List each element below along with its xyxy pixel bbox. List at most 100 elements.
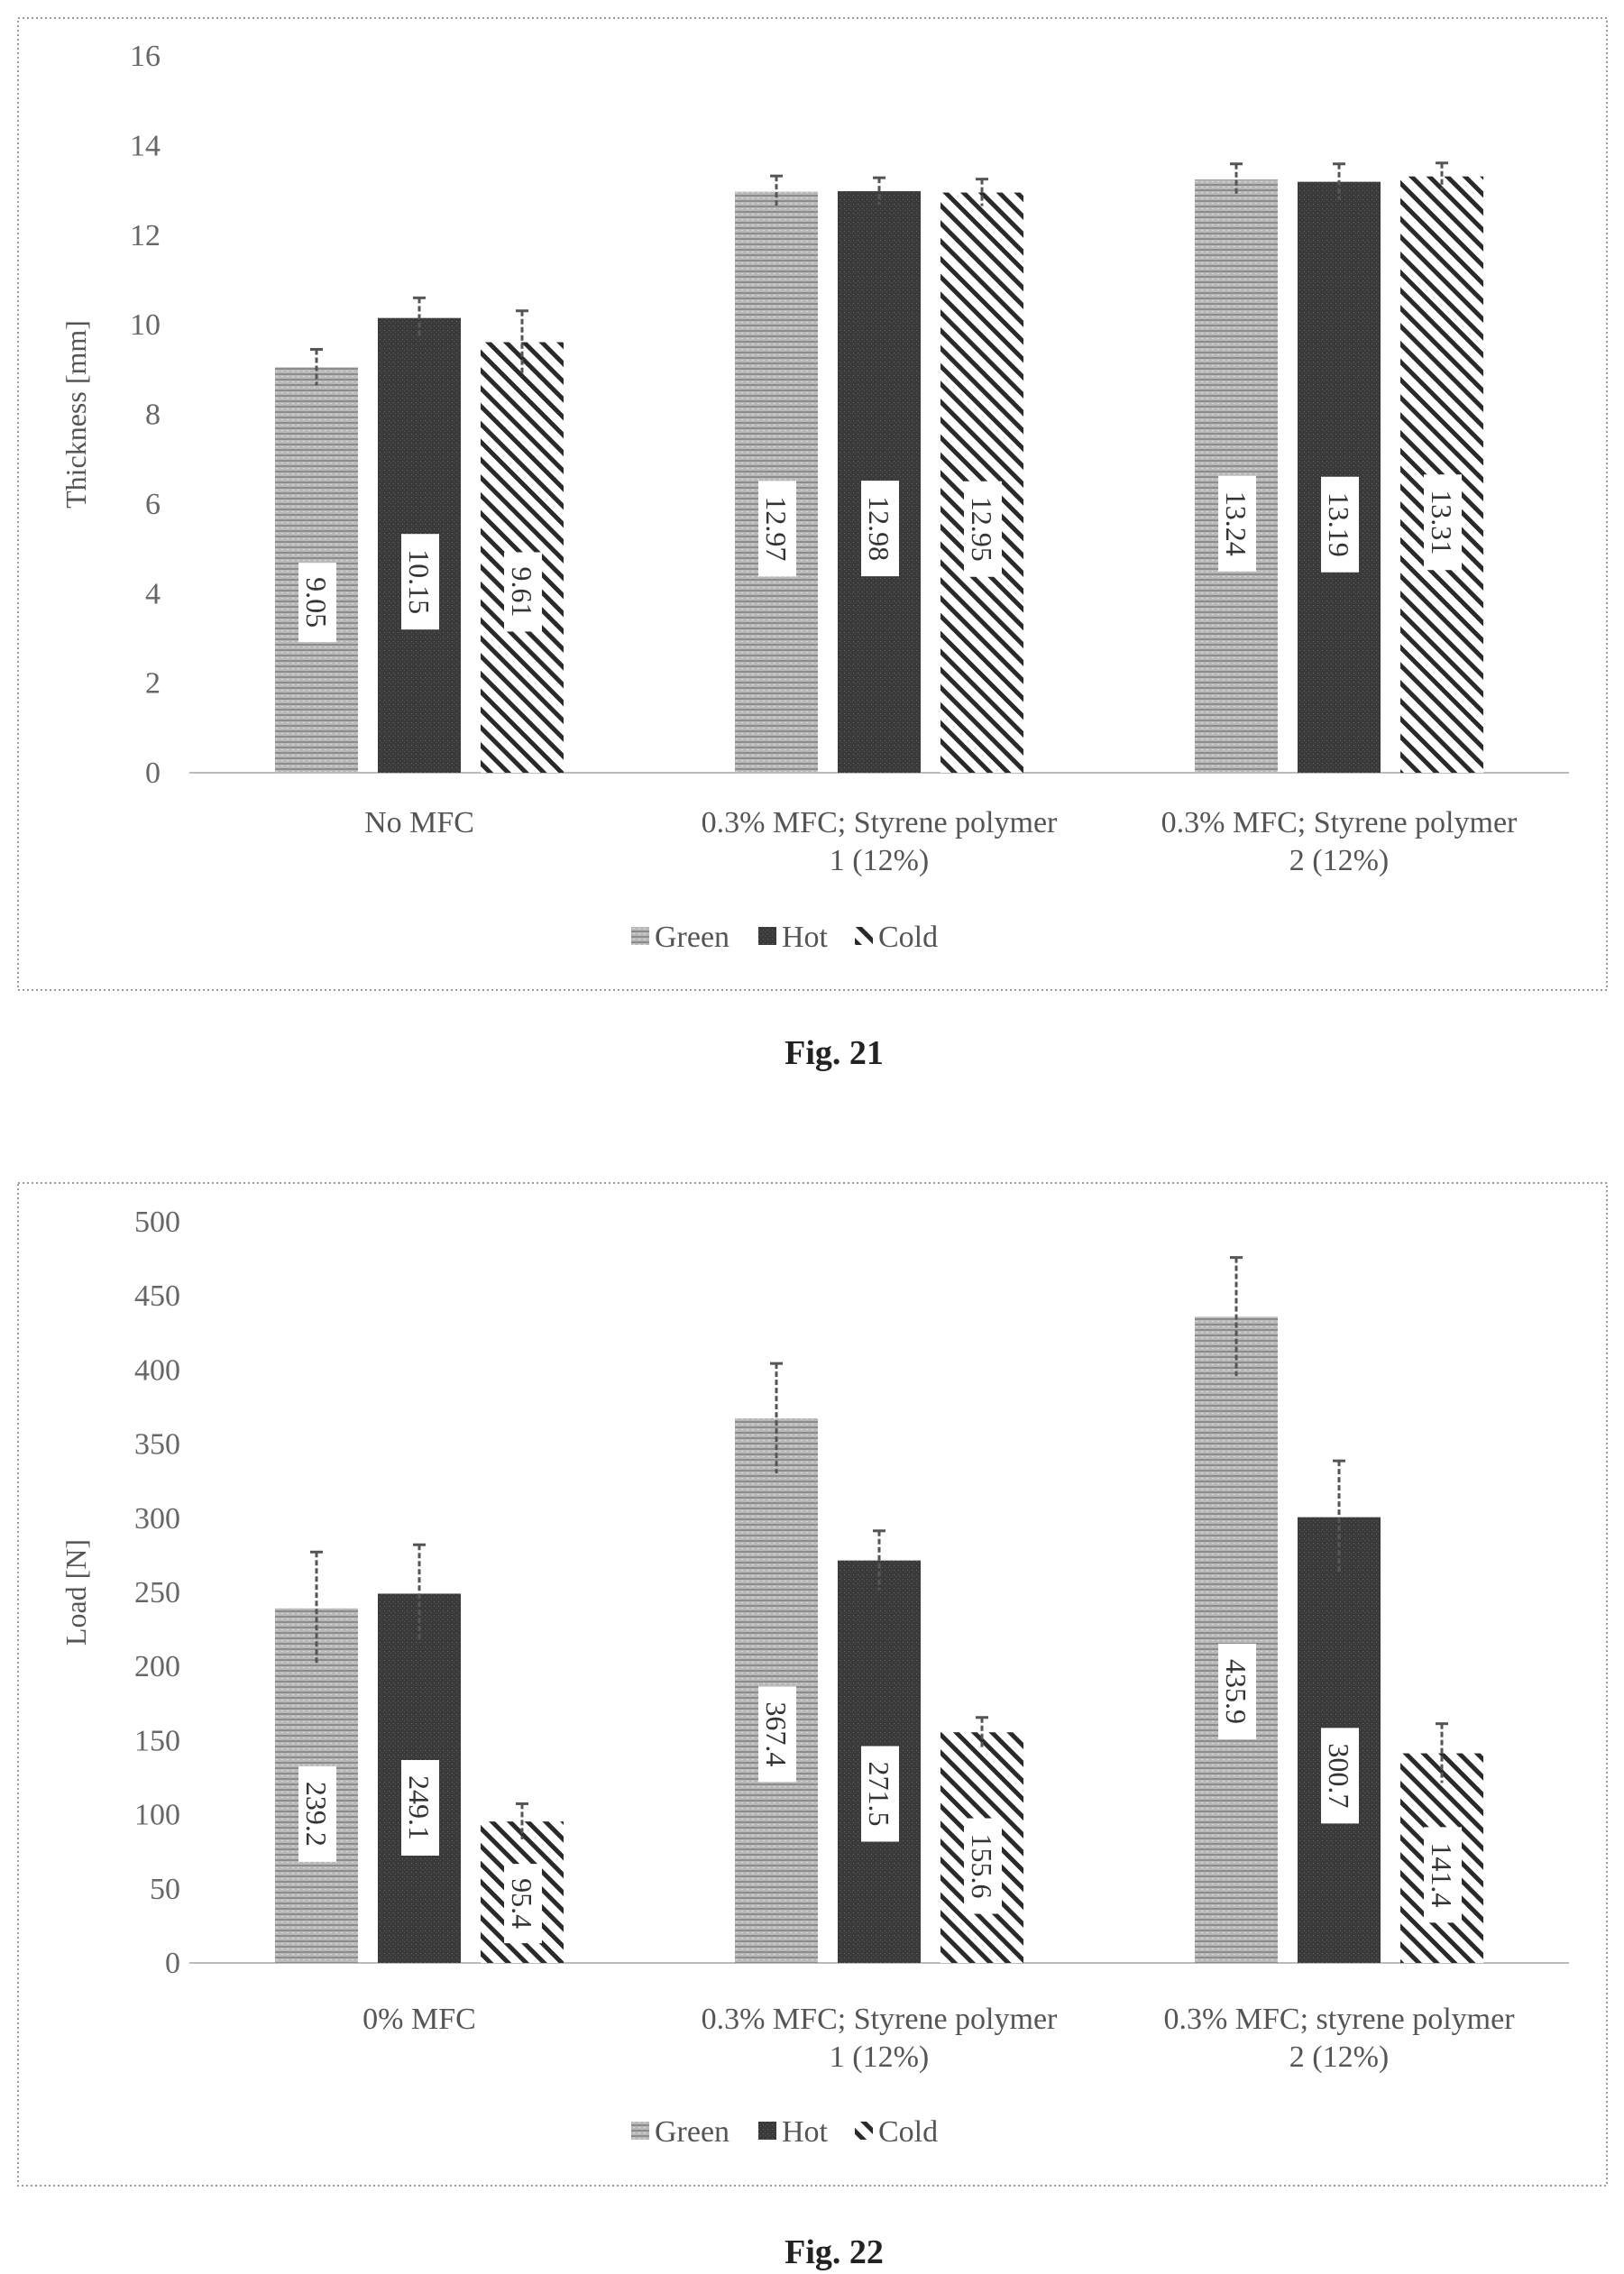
bar-green [1195,1316,1278,1963]
y-tick-label: 8 [145,399,161,432]
data-label: 141.4 [1426,1842,1458,1907]
data-label-group: 13.31 [1424,474,1462,571]
y-tick-label: 6 [145,488,161,521]
y-tick-label: 12 [130,219,161,252]
error-bar [310,1550,323,1665]
legend-label: Green [655,921,729,954]
category-label: 1 (12%) [830,844,929,877]
data-label: 12.98 [863,496,895,561]
legend-label: Hot [782,2115,829,2149]
legend-swatch [758,927,776,945]
data-label: 300.7 [1323,1743,1355,1808]
y-tick-label: 200 [134,1650,180,1683]
error-bar [873,1529,885,1591]
data-label: 12.95 [966,497,998,562]
data-label-group: 155.6 [964,1818,1002,1914]
error-bar [1436,1722,1448,1783]
category-label: 0% MFC [362,2003,476,2036]
data-label-group: 435.9 [1218,1644,1256,1740]
category-label: 0.3% MFC; Styrene polymer [702,806,1058,839]
data-label: 271.5 [863,1762,895,1827]
y-tick-label: 14 [130,129,161,162]
figure-22: 0 50 100 150 200 250 300 350 400 450 500 Load [N] 23… [0,1172,1624,2274]
category-label: 0.3% MFC; Styrene polymer [702,2003,1058,2036]
error-bar [310,347,323,386]
legend-label: Cold [878,921,938,954]
category-label: 2 (12%) [1289,844,1389,877]
data-label-group: 300.7 [1321,1728,1359,1824]
category-label: No MFC [364,806,474,839]
data-label: 13.31 [1426,490,1458,555]
data-label-group: 367.4 [758,1686,796,1783]
data-label-group: 271.5 [861,1746,899,1842]
y-tick-label: 300 [134,1502,180,1536]
error-bar [1333,1459,1345,1574]
y-tick-label: 0 [145,756,161,790]
thickness-chart: 0 2 4 6 8 10 12 14 16 Thickness [mm] 9.05 10.15 9.61… [17,17,1608,1072]
category-label: 0.3% MFC; styrene polymer [1163,2003,1515,2036]
y-tick-label: 100 [134,1799,180,1832]
data-label-group: 141.4 [1424,1827,1462,1923]
data-label: 13.19 [1323,492,1355,557]
figure-caption: Fig. 22 [784,2233,884,2271]
y-tick-label: 250 [134,1576,180,1609]
y-tick-label: 2 [145,667,161,701]
data-label: 367.4 [760,1701,793,1766]
category-label: 0.3% MFC; Styrene polymer [1161,806,1518,839]
data-label-group: 9.61 [504,552,542,632]
error-bar [770,174,783,207]
data-label-group: 9.05 [298,563,336,643]
y-axis-label: Thickness [mm] [60,320,92,509]
y-tick-label: 450 [134,1279,180,1313]
legend-swatch [631,927,649,945]
data-label: 435.9 [1220,1659,1252,1724]
legend-label: Cold [878,2115,938,2149]
legend-item-cold: Cold [855,921,938,954]
error-bar [976,1716,988,1747]
error-bar [1333,162,1345,200]
legend-swatch [855,2122,873,2140]
y-tick-label: 400 [134,1353,180,1387]
data-label: 13.24 [1220,491,1252,556]
legend-item-green: Green [631,2115,729,2149]
data-label-group: 12.98 [861,481,899,577]
category-label: 2 (12%) [1289,2040,1389,2074]
data-label-group: 239.2 [298,1765,336,1862]
load-chart: 0 50 100 150 200 250 300 350 400 450 500 Load [N] 23… [17,1182,1608,2271]
data-label-group: 13.19 [1321,476,1359,573]
error-bar [770,1362,783,1473]
y-axis-label: Load [N] [60,1539,92,1646]
y-tick-label: 50 [150,1873,180,1906]
error-bar [1230,162,1243,196]
y-tick-label: 16 [130,40,161,73]
error-bar [516,309,528,374]
y-tick-label: 4 [145,577,161,610]
legend-swatch [758,2122,776,2140]
y-tick-label: 10 [130,308,161,342]
error-bar [976,178,988,206]
legend-swatch [855,927,873,945]
legend-label: Hot [782,921,829,954]
y-tick-label: 150 [134,1724,180,1757]
data-label-group: 95.4 [504,1864,542,1944]
data-label: 95.4 [506,1878,538,1929]
figure-caption: Fig. 21 [784,1034,884,1072]
error-bar [413,296,426,339]
data-label: 249.1 [403,1775,436,1840]
error-bar [1230,1256,1243,1377]
data-label: 155.6 [966,1834,998,1899]
y-tick-label: 500 [134,1206,180,1239]
data-label: 10.15 [403,549,436,614]
legend-item-green: Green [631,921,729,954]
legend-swatch [631,2122,649,2140]
error-bar [516,1802,528,1839]
data-label: 9.05 [300,577,333,628]
figure-21: 0 2 4 6 8 10 12 14 16 Thickness [mm] 9.05 10.15 9.61… [0,0,1624,1073]
legend-item-hot: Hot [758,2115,829,2149]
data-label: 239.2 [300,1782,333,1847]
error-bar [413,1543,426,1643]
y-tick-label: 350 [134,1428,180,1462]
chart-border [17,17,1608,991]
legend-item-hot: Hot [758,921,829,954]
data-label-group: 13.24 [1218,475,1256,572]
